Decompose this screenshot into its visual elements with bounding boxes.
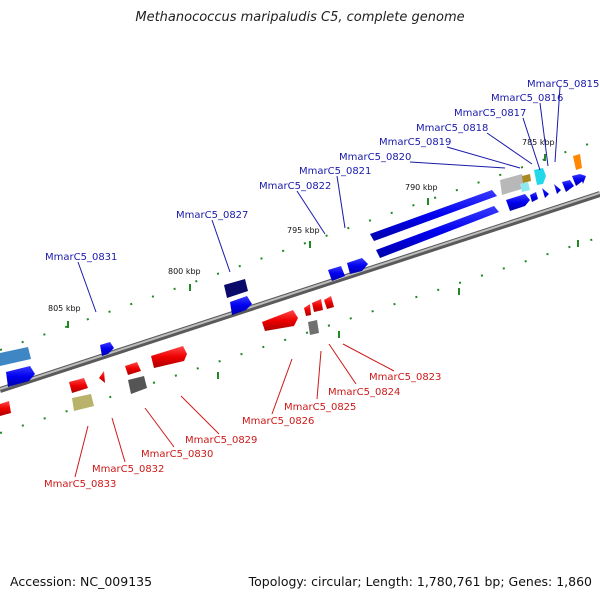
leader-line: [77, 261, 97, 313]
scale-tick: [544, 154, 546, 161]
gene-arrow-cyan[interactable]: [520, 182, 530, 192]
gene-arrow-orange[interactable]: [573, 154, 582, 170]
gene-label-mmarc5-0819[interactable]: MmarC5_0819: [379, 137, 451, 148]
scale-tick: [189, 284, 191, 291]
gene-arrow-reverse[interactable]: [99, 371, 105, 383]
leader-line: [342, 343, 395, 372]
forward-strand-genes: [0, 174, 586, 387]
leader-line: [409, 161, 506, 169]
gene-label-mmarc5-0827[interactable]: MmarC5_0827: [176, 210, 248, 221]
gene-arrow-reverse[interactable]: [151, 346, 187, 368]
gene-arrow-olive[interactable]: [72, 394, 94, 411]
leader-line: [336, 175, 346, 229]
forward-leader-lines: [77, 86, 561, 313]
scale-tick: [67, 321, 69, 328]
gene-arrow-reverse[interactable]: [262, 310, 298, 331]
gene-arrow-cyan[interactable]: [534, 168, 546, 185]
gene-arrow-grey[interactable]: [128, 376, 147, 394]
gene-label-mmarc5-0823[interactable]: MmarC5_0823: [369, 372, 441, 383]
gene-label-mmarc5-0818[interactable]: MmarC5_0818: [416, 123, 488, 134]
gene-arrow-reverse[interactable]: [312, 299, 323, 312]
scale-label-805: 805 kbp: [48, 304, 81, 313]
gene-label-mmarc5-0831[interactable]: MmarC5_0831: [45, 252, 117, 263]
scale-label-795: 795 kbp: [287, 226, 320, 235]
gene-label-mmarc5-0830[interactable]: MmarC5_0830: [141, 449, 213, 460]
gene-arrow-forward[interactable]: [542, 188, 549, 198]
gene-arrow-reverse[interactable]: [69, 378, 88, 393]
gene-arrow-forward[interactable]: [6, 366, 35, 387]
gene-arrow-grey[interactable]: [308, 320, 319, 335]
genome-summary-text: Topology: circular; Length: 1,780,761 bp…: [248, 574, 592, 589]
gene-label-mmarc5-0821[interactable]: MmarC5_0821: [299, 166, 371, 177]
scale-label-800: 800 kbp: [168, 267, 201, 276]
scale-label-785: 785 kbp: [522, 138, 555, 147]
gene-label-mmarc5-0829[interactable]: MmarC5_0829: [185, 435, 257, 446]
gene-arrow-reverse[interactable]: [304, 304, 311, 316]
leader-line: [328, 343, 357, 385]
gene-label-mmarc5-0825[interactable]: MmarC5_0825: [284, 402, 356, 413]
gene-arrow-grey[interactable]: [500, 174, 525, 195]
gene-arrow-forward[interactable]: [506, 194, 530, 211]
leader-line: [271, 358, 293, 415]
reverse-gene-labels: MmarC5_0823 MmarC5_0824 MmarC5_0825 Mmar…: [44, 372, 441, 490]
leader-line: [180, 395, 220, 435]
gene-label-mmarc5-0816[interactable]: MmarC5_0816: [491, 93, 563, 104]
scale-ticks: [67, 154, 579, 379]
gene-arrow-forward[interactable]: [530, 192, 538, 202]
genome-backbone: [0, 191, 600, 393]
gene-arrow-reverse[interactable]: [0, 401, 11, 416]
gene-arrow-forward[interactable]: [370, 190, 497, 241]
leader-line: [211, 219, 231, 273]
scale-tick: [427, 198, 429, 205]
gene-arrow-forward[interactable]: [376, 206, 499, 258]
gene-label-mmarc5-0815[interactable]: MmarC5_0815: [527, 79, 599, 90]
misc-features: [500, 154, 582, 195]
accession-text: Accession: NC_009135: [10, 574, 153, 589]
gene-label-mmarc5-0833[interactable]: MmarC5_0833: [44, 479, 116, 490]
gene-label-mmarc5-0824[interactable]: MmarC5_0824: [328, 387, 400, 398]
tick-row-outer: [0, 139, 600, 351]
gene-arrow-reverse[interactable]: [324, 296, 334, 309]
leader-line: [316, 350, 322, 400]
gene-label-mmarc5-0817[interactable]: MmarC5_0817: [454, 108, 526, 119]
leader-line: [74, 425, 89, 478]
leader-line: [446, 146, 521, 169]
leader-line: [522, 117, 541, 171]
gene-label-mmarc5-0822[interactable]: MmarC5_0822: [259, 181, 331, 192]
leader-line: [486, 132, 533, 165]
map-title: Methanococcus maripaludis C5, complete g…: [135, 10, 465, 25]
gene-arrow-forward[interactable]: [100, 342, 114, 356]
gene-arrow-forward[interactable]: [580, 174, 586, 184]
gene-arrow-tan[interactable]: [522, 174, 531, 183]
gene-label-mmarc5-0826[interactable]: MmarC5_0826: [242, 416, 314, 427]
scale-tick: [338, 331, 340, 338]
scale-tick: [309, 241, 311, 248]
scale-tick: [458, 288, 460, 295]
reverse-leader-lines: [74, 343, 395, 478]
reverse-strand-genes: [0, 296, 334, 416]
leader-line: [144, 407, 175, 448]
gene-arrow-forward[interactable]: [0, 347, 31, 366]
leader-line: [539, 102, 549, 167]
scale-tick: [217, 372, 219, 379]
gene-label-mmarc5-0820[interactable]: MmarC5_0820: [339, 152, 411, 163]
gene-arrow-forward[interactable]: [328, 266, 345, 281]
gene-arrow-forward[interactable]: [554, 184, 561, 194]
gene-arrow-forward[interactable]: [224, 279, 248, 298]
forward-gene-labels: MmarC5_0815 MmarC5_0816 MmarC5_0817 Mmar…: [45, 79, 599, 263]
scale-label-790: 790 kbp: [405, 183, 438, 192]
gene-arrow-forward[interactable]: [347, 258, 368, 274]
scale-tick: [577, 240, 579, 247]
gene-arrow-forward[interactable]: [230, 296, 252, 315]
leader-line: [554, 86, 561, 163]
leader-line: [296, 190, 326, 235]
gene-label-mmarc5-0832[interactable]: MmarC5_0832: [92, 464, 164, 475]
leader-line: [111, 417, 126, 463]
gene-arrow-reverse[interactable]: [125, 362, 141, 375]
gene-arrow-forward[interactable]: [562, 180, 574, 192]
